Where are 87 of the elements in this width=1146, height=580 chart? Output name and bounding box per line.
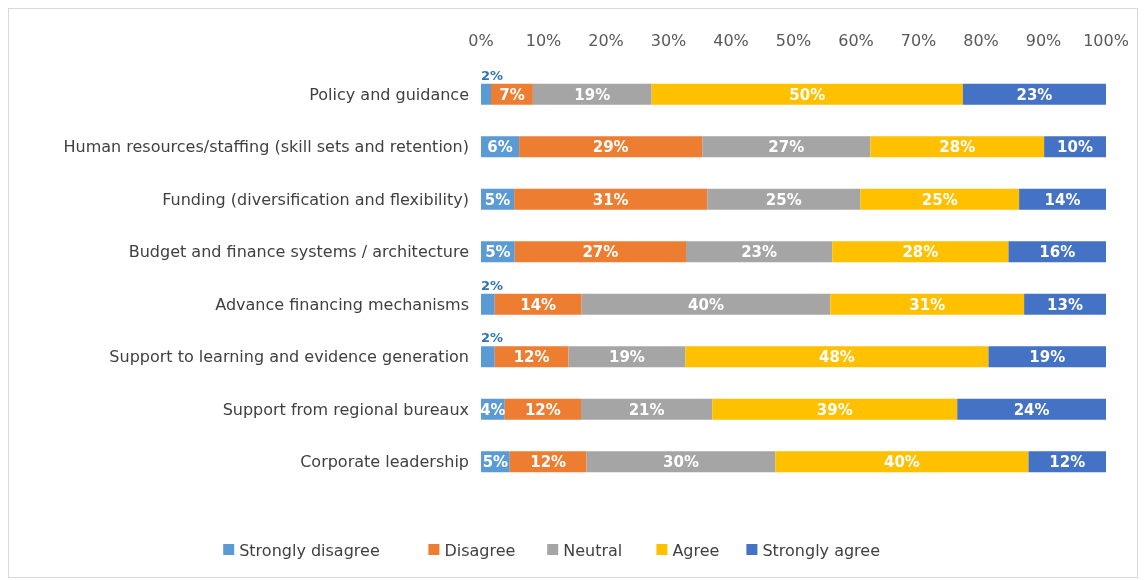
data-label: 14%: [1044, 190, 1081, 209]
data-label: 31%: [909, 295, 946, 314]
data-label: 21%: [628, 400, 665, 419]
bar: [586, 451, 776, 473]
data-label: 23%: [1016, 85, 1053, 104]
data-label: 24%: [1013, 400, 1050, 419]
y-tick-label: Policy and guidance: [309, 84, 469, 104]
legend-label: Strongly agree: [762, 540, 881, 560]
bar: [481, 83, 491, 105]
bar: [481, 346, 495, 368]
data-label: 12%: [524, 400, 561, 419]
bar: [686, 241, 833, 263]
data-label: 27%: [582, 243, 619, 261]
bar: [514, 188, 708, 210]
data-label: 19%: [574, 85, 611, 104]
bar: [870, 136, 1045, 158]
y-tick-label: Corporate leadership: [300, 452, 469, 472]
data-label: 27%: [768, 138, 805, 156]
data-label: 2%: [481, 330, 504, 346]
bar: [685, 346, 989, 368]
data-label: 5%: [484, 190, 511, 209]
bar: [712, 398, 958, 420]
data-label: 4%: [480, 400, 506, 419]
data-label: 30%: [663, 453, 699, 471]
data-label: 12%: [513, 348, 550, 366]
legend-label: Disagree: [444, 540, 516, 560]
bar: [962, 83, 1106, 105]
bar: [830, 293, 1025, 315]
bar: [957, 398, 1106, 420]
data-label: 16%: [1039, 243, 1076, 261]
bar: [481, 293, 495, 315]
data-label: 19%: [1029, 348, 1066, 366]
legend-label: Agree: [672, 540, 720, 560]
bar: [775, 451, 1029, 473]
bar: [651, 83, 963, 105]
data-label: 5%: [482, 453, 509, 471]
data-label: 2%: [481, 277, 504, 293]
data-label: 29%: [592, 138, 629, 156]
x-tick-label: 70%: [900, 31, 937, 50]
x-tick-label: 60%: [838, 31, 874, 50]
data-label: 40%: [688, 295, 724, 314]
data-label: 31%: [592, 190, 629, 209]
data-label: 23%: [741, 243, 778, 261]
data-label: 50%: [789, 85, 826, 104]
data-label: 6%: [487, 138, 513, 156]
x-tick-label: 40%: [713, 31, 749, 50]
y-tick-label: Support from regional bureaux: [222, 399, 469, 419]
data-label: 7%: [499, 85, 525, 104]
data-label: 48%: [818, 348, 855, 366]
bar: [707, 188, 861, 210]
bar: [832, 241, 1009, 263]
y-tick-label: Human resources/staffing (skill sets and retention): [63, 137, 469, 157]
data-label: 2%: [481, 67, 504, 83]
data-label: 28%: [902, 243, 939, 261]
data-label: 39%: [816, 400, 853, 419]
bar: [860, 188, 1020, 210]
x-tick-label: 20%: [588, 31, 624, 50]
y-tick-label: Support to learning and evidence generation: [109, 347, 469, 367]
y-tick-label: Advance financing mechanisms: [215, 294, 469, 314]
bar: [581, 398, 713, 420]
x-tick-label: 90%: [1025, 31, 1062, 50]
bar: [702, 136, 871, 158]
x-tick-label: 10%: [525, 31, 562, 50]
data-label: 25%: [921, 190, 958, 209]
bar: [519, 136, 703, 158]
data-label: 12%: [530, 453, 567, 471]
data-label: 40%: [883, 453, 920, 471]
data-label: 12%: [1049, 453, 1086, 471]
legend-label: Neutral: [563, 540, 623, 560]
x-tick-label: 30%: [650, 31, 687, 50]
data-label: 14%: [520, 295, 557, 314]
y-tick-label: Budget and finance systems / architecture: [128, 242, 469, 262]
x-tick-label: 100%: [1083, 31, 1129, 50]
x-tick-label: 0%: [468, 31, 494, 50]
data-label: 28%: [939, 138, 976, 156]
y-tick-label: Funding (diversification and flexibility): [162, 189, 469, 209]
data-label: 10%: [1057, 138, 1094, 156]
bar: [532, 83, 652, 105]
data-label: 13%: [1047, 295, 1084, 314]
data-label: 25%: [765, 190, 802, 209]
data-label: 5%: [485, 243, 511, 261]
bar: [581, 293, 831, 315]
x-tick-label: 80%: [963, 31, 999, 50]
legend-label: Strongly disagree: [239, 540, 380, 560]
data-label: 19%: [608, 348, 645, 366]
bar: [514, 241, 686, 263]
x-tick-label: 50%: [775, 31, 812, 50]
